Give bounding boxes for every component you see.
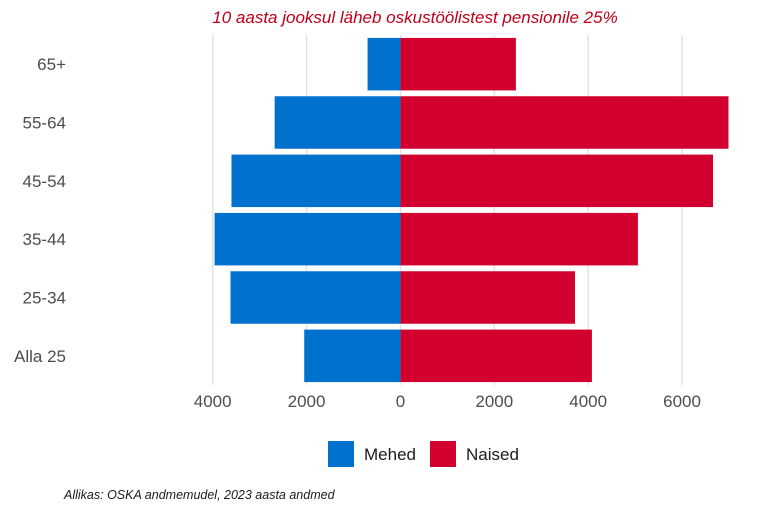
legend-label-mehed: Mehed xyxy=(364,445,416,464)
y-tick-label: 35-44 xyxy=(23,230,66,249)
y-axis-labels: 65+ 55-64 45-54 35-44 25-34 Alla 25 xyxy=(14,55,66,366)
legend-swatch-mehed xyxy=(328,441,354,467)
y-tick-label: 55-64 xyxy=(23,114,66,133)
bar-mehed-55-64 xyxy=(274,96,401,149)
legend-label-naised: Naised xyxy=(466,445,519,464)
bar-mehed-65 xyxy=(367,37,401,91)
x-tick-label: 2000 xyxy=(288,392,326,411)
bar-mehed-45-54 xyxy=(231,154,401,208)
x-tick-label: 4000 xyxy=(194,392,232,411)
bar-naised-45-54 xyxy=(400,154,714,208)
bar-mehed-35-44 xyxy=(214,212,401,266)
y-tick-label: 65+ xyxy=(37,55,66,74)
x-tick-label: 0 xyxy=(396,392,405,411)
bar-naised-alla-25 xyxy=(400,329,592,383)
x-tick-label: 2000 xyxy=(475,392,513,411)
y-tick-label: Alla 25 xyxy=(14,347,66,366)
legend: Mehed Naised xyxy=(328,441,519,467)
chart-title: 10 aasta jooksul läheb oskustöölistest p… xyxy=(212,8,617,27)
bar-naised-35-44 xyxy=(400,212,638,266)
source-note: Allikas: OSKA andmemudel, 2023 aasta and… xyxy=(63,488,336,502)
bar-naised-25-34 xyxy=(400,271,576,324)
bar-naised-55-64 xyxy=(400,96,729,149)
x-tick-label: 4000 xyxy=(569,392,607,411)
bar-mehed-alla-25 xyxy=(304,329,401,383)
x-tick-label: 6000 xyxy=(663,392,701,411)
y-tick-label: 45-54 xyxy=(23,172,66,191)
x-axis-labels: 4000 2000 0 2000 4000 6000 xyxy=(194,392,701,411)
gridlines xyxy=(211,35,683,385)
bar-mehed-25-34 xyxy=(230,271,401,324)
bar-naised-65 xyxy=(400,37,516,91)
bars xyxy=(214,37,729,383)
legend-swatch-naised xyxy=(430,441,456,467)
y-tick-label: 25-34 xyxy=(23,289,66,308)
